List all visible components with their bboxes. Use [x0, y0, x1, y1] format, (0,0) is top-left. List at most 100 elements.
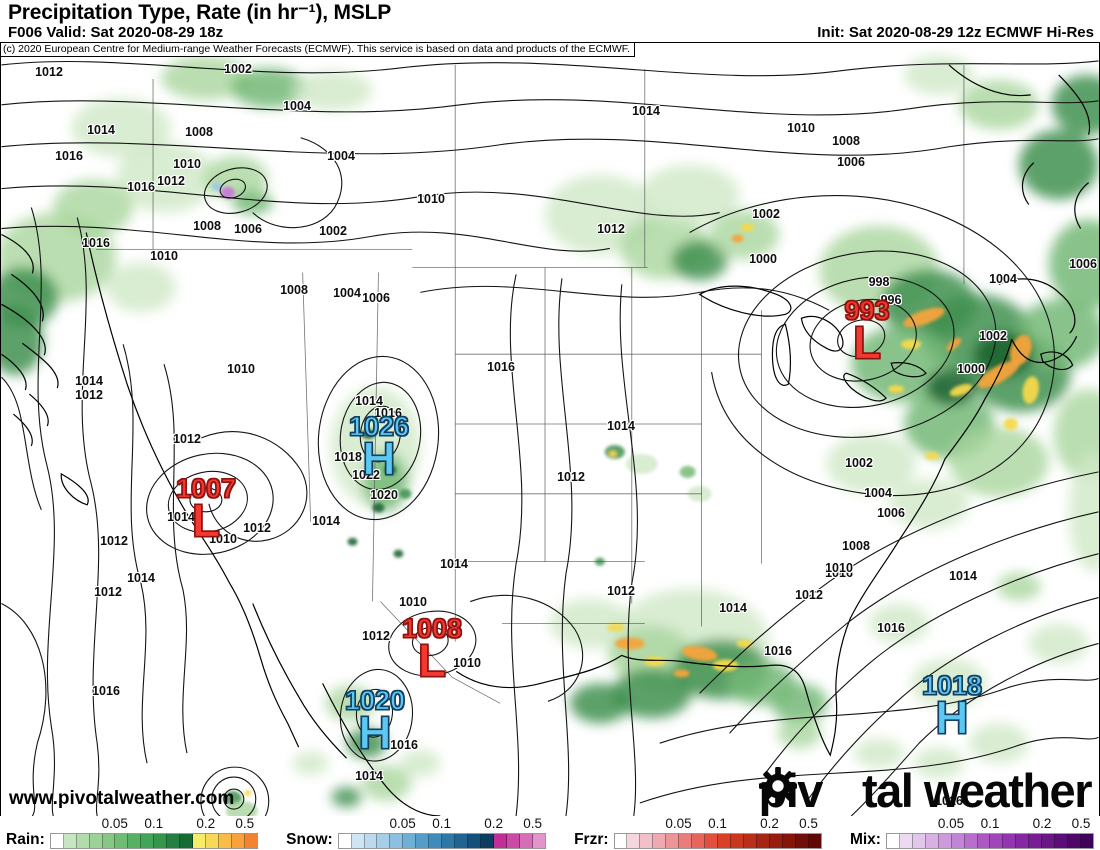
legend-color-cell [377, 834, 391, 848]
isobar-label: 1008 [832, 134, 860, 148]
pressure-center-993: 993 L [844, 295, 890, 369]
legend-tick: 0.2 [196, 816, 216, 831]
pressure-letter: L [191, 494, 221, 547]
isobar-label: 1014 [167, 510, 195, 524]
isobar-label: 1008 [193, 219, 221, 233]
legend-color-cell [925, 834, 939, 848]
map-header: Precipitation Type, Rate (in hr⁻¹), MSLP… [0, 0, 1100, 42]
isobar-label: 1002 [224, 62, 252, 76]
legend-bar: 0.05 0.1 0.2 0.5 [885, 816, 1094, 850]
legend-tick: 0.5 [523, 816, 543, 831]
legend-bar: 0.05 0.1 0.2 0.5 [49, 816, 258, 850]
isobar-label: 1016 [127, 180, 155, 194]
precip-rate-legend: Rain: 0.05 0.1 0.2 0.5 Snow: 0.05 0.1 0.2 0.5 Frzr… [0, 816, 1100, 850]
isobar-label: 1006 [234, 222, 262, 236]
legend-bar: 0.05 0.1 0.2 0.5 [337, 816, 546, 850]
legend-color-cell [455, 834, 469, 848]
pressure-letter: L [417, 634, 447, 687]
pressure-value: 1007 [175, 473, 237, 504]
legend-color-cell [1068, 834, 1082, 848]
legend-scale-snow: Snow: 0.05 0.1 0.2 0.5 [286, 816, 546, 850]
pivotal-weather-logo: piv tal weather [758, 764, 1093, 817]
legend-color-cell [627, 834, 641, 848]
legend-color-cell [769, 834, 783, 848]
pressure-value: 1018 [921, 670, 983, 701]
legend-color-cell [977, 834, 991, 848]
legend-color-cell [76, 834, 90, 848]
page-title: Precipitation Type, Rate (in hr⁻¹), MSLP [8, 1, 392, 24]
pressure-letter: H [358, 706, 393, 759]
isobar-label: 1002 [752, 207, 780, 221]
isobar-label: 1010 [825, 561, 853, 575]
legend-color-cell [403, 834, 417, 848]
legend-scale-label: Snow: [286, 831, 333, 848]
pressure-letter: L [852, 316, 882, 369]
init-time-label: Init: Sat 2020-08-29 12z ECMWF Hi-Res [817, 24, 1094, 41]
isobar-label: 1004 [333, 286, 361, 300]
isobar-label: 1016 [82, 236, 110, 250]
pressure-center-1007: 1007 L [175, 473, 237, 547]
map-artwork [1, 54, 1099, 816]
isobar-label: 1016 [877, 621, 905, 635]
legend-tick: 0.05 [389, 816, 416, 831]
legend-color-cell [468, 834, 481, 848]
legend-bar: 0.05 0.1 0.2 0.5 [613, 816, 822, 850]
isobar-label: 1012 [607, 584, 635, 598]
legend-color-cell [938, 834, 952, 848]
legend-tick: 0.5 [235, 816, 255, 831]
legend-tick: 0.1 [432, 816, 452, 831]
precip-detail [211, 182, 1039, 816]
isobar-label: 1012 [157, 174, 185, 188]
legend-color-cell [154, 834, 168, 848]
pressure-center-1026: 1026 H [348, 412, 409, 482]
isobar-label: 1014 [607, 419, 635, 433]
isobar-label: 1014 [632, 104, 660, 118]
isobar-label: 996 [880, 293, 902, 307]
border-lines [96, 64, 965, 704]
legend-color-cell [231, 834, 245, 848]
isobar-label: 1004 [327, 149, 355, 163]
legend-color-cell [364, 834, 378, 848]
pressure-center-1008: 1008 L [401, 614, 462, 687]
isobar-label: 1020 [370, 488, 398, 502]
logo-text-right: tal weather [861, 764, 1093, 817]
website-watermark: www.pivotalweather.com [9, 788, 235, 809]
pressure-value: 993 [844, 295, 890, 326]
pressure-center-1018: 1018 H [921, 670, 983, 741]
isobar-label: 1016 [764, 644, 792, 658]
legend-color-cell [480, 834, 494, 848]
legend-color-cell [653, 834, 667, 848]
isobar-label: 1010 [227, 362, 255, 376]
isobar-label: 1022 [352, 468, 380, 482]
legend-tick: 0.2 [760, 816, 779, 831]
isobar-label: 1006 [1069, 257, 1097, 271]
legend-color-cell [1081, 834, 1093, 848]
isobar-label: 1008 [842, 539, 870, 553]
legend-color-cell [730, 834, 744, 848]
isobar-label: 1004 [283, 99, 311, 113]
isobar-label: 1012 [173, 432, 201, 446]
isobar-contours [1, 60, 1099, 816]
isobar-label: 1012 [362, 629, 390, 643]
isobar-label: 1002 [319, 224, 347, 238]
valid-time-label: F006 Valid: Sat 2020-08-29 18z [8, 24, 224, 41]
isobar-label: 1008 [280, 283, 308, 297]
isobar-label: 1016 [825, 566, 853, 580]
legend-color-cell [115, 834, 129, 848]
isobar-label: 1010 [209, 532, 237, 546]
isobar-label: 1014 [949, 569, 977, 583]
legend-color-cell [493, 834, 507, 848]
legend-color-cell [692, 834, 706, 848]
legend-tick: 0.1 [144, 816, 164, 831]
isobar-label: 1014 [75, 374, 103, 388]
legend-scale-rain: Rain: 0.05 0.1 0.2 0.5 [6, 816, 258, 850]
legend-scale-mix: Mix: 0.05 0.1 0.2 0.5 [850, 816, 1094, 850]
legend-color-cell [795, 834, 809, 848]
legend-color-cell [167, 834, 181, 848]
isobar-label: 1014 [87, 123, 115, 137]
pressure-value: 1020 [344, 685, 406, 716]
isobar-label: 1006 [362, 291, 390, 305]
isobar-label: 1012 [100, 534, 128, 548]
legend-tick: 0.05 [937, 816, 965, 831]
isobar-label: 1012 [94, 585, 122, 599]
